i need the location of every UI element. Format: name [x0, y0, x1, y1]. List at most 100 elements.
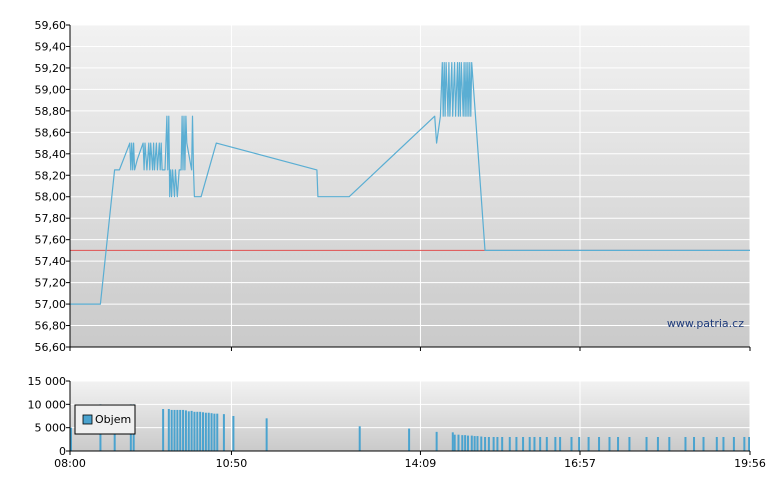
volume-bar [461, 435, 464, 451]
volume-bar [732, 437, 735, 451]
volume-bar [167, 409, 170, 451]
legend-swatch-objem [82, 414, 93, 425]
price-panel: 56,60 56,80 57,00 57,20 57,40 57,60 57,80 58,00… [35, 19, 751, 354]
volume-bar [656, 437, 659, 451]
price-y-tick-label: 59,40 [35, 40, 67, 53]
volume-bar [170, 409, 173, 451]
price-axes [66, 24, 751, 351]
volume-bar [193, 411, 196, 451]
x-tick-label: 19:56 [734, 457, 766, 470]
volume-bar [587, 437, 590, 451]
price-y-tick-label: 59,00 [35, 83, 67, 96]
volume-bar [480, 436, 483, 451]
volume-bar [453, 434, 456, 451]
volume-bar [693, 437, 696, 451]
volume-bar [496, 437, 499, 451]
volume-bar [617, 437, 620, 451]
volume-bar [487, 437, 490, 451]
volume-bar [476, 436, 479, 451]
price-y-tick-label: 57,20 [35, 277, 67, 290]
volume-y-tick-label: 5 000 [35, 422, 67, 435]
legend-label-objem: Objem [95, 413, 131, 426]
volume-bar [608, 437, 611, 451]
price-line [70, 61, 750, 305]
volume-panel: 0 5 000 10 000 15 000 08:00 10:50 14:09 16:57 1… [28, 375, 766, 470]
volume-bar [722, 437, 725, 451]
volume-bar [222, 414, 225, 451]
volume-bar [464, 435, 467, 451]
volume-y-tick-label: 10 000 [28, 398, 67, 411]
volume-bar [578, 437, 581, 451]
volume-bar [533, 437, 536, 451]
volume-bar [570, 437, 573, 451]
price-y-tick-label: 59,20 [35, 62, 67, 75]
price-y-tick-label: 58,00 [35, 191, 67, 204]
volume-bar [451, 432, 454, 451]
volume-bar [501, 437, 504, 451]
volume-bar [210, 413, 213, 451]
price-y-tick-label: 59,60 [35, 19, 67, 32]
volume-bar [715, 437, 718, 451]
volume-bar [435, 431, 438, 451]
price-y-tick-label: 57,60 [35, 234, 67, 247]
volume-bar [187, 411, 190, 451]
price-y-tick-label: 57,40 [35, 255, 67, 268]
volume-y-tick-label: 15 000 [28, 375, 67, 388]
volume-bar [457, 434, 460, 451]
price-y-tick-label: 56,80 [35, 320, 67, 333]
volume-bar [265, 418, 268, 451]
x-tick-label: 10:50 [216, 457, 248, 470]
volume-bar [199, 411, 202, 451]
volume-bar [202, 412, 205, 451]
volume-bar [196, 411, 199, 451]
volume-bar [176, 409, 179, 451]
price-y-tick-label: 57,00 [35, 298, 67, 311]
volume-bar [408, 428, 411, 451]
volume-bar [515, 437, 518, 451]
volume-bar [466, 435, 469, 451]
volume-bar [179, 409, 182, 451]
price-y-tick-label: 56,60 [35, 341, 67, 354]
price-grid [69, 24, 751, 348]
volume-bar [554, 437, 557, 451]
price-plot-background [70, 25, 750, 347]
volume-y-tick-label: 0 [59, 445, 66, 458]
volume-axes [66, 380, 751, 455]
volume-bar [539, 437, 542, 451]
x-tick-label: 16:57 [564, 457, 596, 470]
volume-bar [162, 409, 165, 451]
price-y-tick-label: 57,80 [35, 212, 67, 225]
price-series [70, 61, 750, 305]
volume-bar [216, 413, 219, 451]
price-y-tick-label: 58,20 [35, 169, 67, 182]
volume-bar [470, 435, 473, 451]
volume-bar [743, 437, 746, 451]
volume-bar [190, 410, 193, 451]
volume-bar [702, 437, 705, 451]
watermark: www.patria.cz [667, 317, 744, 330]
volume-bar [492, 437, 495, 451]
volume-bar [545, 437, 548, 451]
price-y-tick-label: 58,60 [35, 126, 67, 139]
volume-bar [684, 437, 687, 451]
volume-bar [522, 437, 525, 451]
volume-bar [748, 437, 750, 451]
price-y-tick-labels: 56,60 56,80 57,00 57,20 57,40 57,60 57,80 58,00… [35, 19, 67, 354]
volume-bar [204, 412, 207, 451]
volume-bar [213, 413, 216, 451]
volume-y-tick-labels: 0 5 000 10 000 15 000 [28, 375, 67, 458]
price-y-tick-label: 58,40 [35, 148, 67, 161]
volume-bar [484, 437, 487, 451]
volume-bar [645, 437, 648, 451]
x-tick-label: 08:00 [54, 457, 86, 470]
x-tick-label: 14:09 [405, 457, 437, 470]
volume-bar [182, 409, 185, 451]
volume-bar [358, 426, 361, 451]
volume-bar [232, 416, 235, 451]
volume-bar [668, 437, 671, 451]
volume-bar [528, 437, 531, 451]
volume-bar [598, 437, 601, 451]
volume-bar [473, 436, 476, 451]
volume-bar [173, 409, 176, 451]
